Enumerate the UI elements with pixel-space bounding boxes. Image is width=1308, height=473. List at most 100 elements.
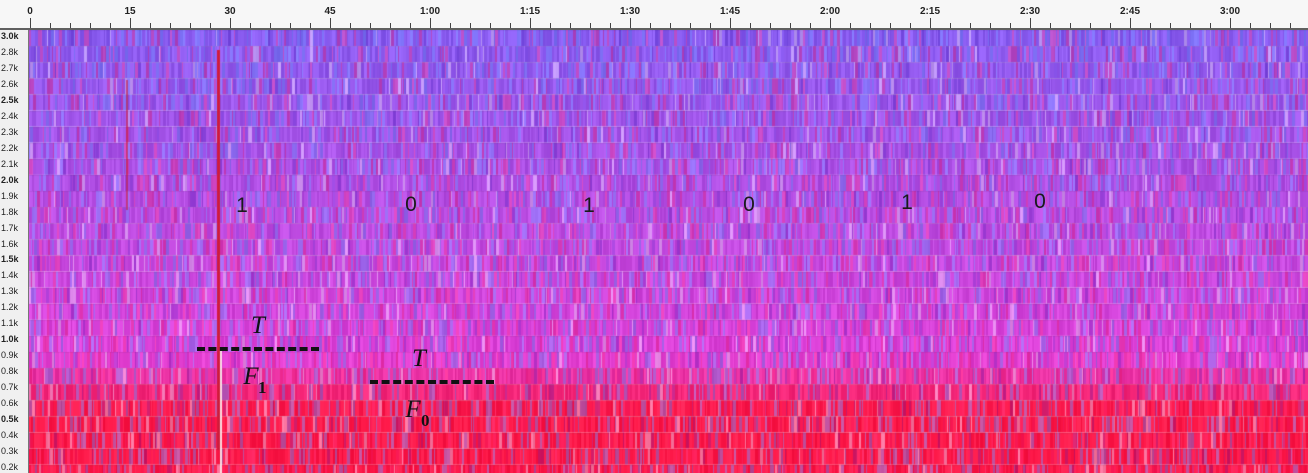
time-tick: [190, 23, 191, 28]
time-tick: [930, 18, 931, 28]
frequency-tick-label: 2.8k: [1, 46, 19, 57]
time-tick: [170, 23, 171, 28]
time-tick: [950, 23, 951, 28]
time-tick: [690, 23, 691, 28]
bit-label: 1: [901, 191, 913, 214]
time-tick: [830, 18, 831, 28]
frequency-tick-label: 1.9k: [1, 190, 19, 201]
frequency-tick-label: 1.0k: [1, 334, 19, 345]
frequency-tick-label: 0.5k: [1, 414, 19, 425]
time-tick: [710, 23, 711, 28]
time-tick: [470, 23, 471, 28]
frequency-tick-label: 2.1k: [1, 158, 19, 169]
frequency-tick-label: 2.7k: [1, 62, 19, 73]
time-tick: [110, 23, 111, 28]
time-tick: [490, 23, 491, 28]
frequency-tick-label: 1.1k: [1, 318, 19, 329]
spectrogram-panel[interactable]: [29, 30, 1308, 473]
frequency-tick-label: 1.3k: [1, 286, 19, 297]
time-tick: [30, 18, 31, 28]
bit-label: 0: [1034, 190, 1046, 213]
time-tick-label: 15: [124, 6, 136, 17]
time-tick: [750, 23, 751, 28]
time-tick: [430, 18, 431, 28]
threshold-line-f1: [197, 347, 319, 351]
time-tick: [510, 23, 511, 28]
threshold-symbol-t0: T: [412, 345, 426, 372]
frequency-tick-label: 1.7k: [1, 222, 19, 233]
time-tick: [770, 23, 771, 28]
frequency-tick-label: 1.5k: [1, 254, 19, 265]
time-tick: [870, 23, 871, 28]
freq-symbol-f0: F: [405, 396, 421, 423]
freq-subscript-0: 0: [421, 411, 430, 430]
time-tick: [550, 23, 551, 28]
time-tick: [610, 23, 611, 28]
time-tick: [50, 23, 51, 28]
frequency-tick-label: 3.0k: [1, 31, 19, 41]
frequency-tick-label: 1.8k: [1, 206, 19, 217]
time-tick: [590, 23, 591, 28]
time-tick: [1030, 18, 1031, 28]
frequency-tick-label: 2.0k: [1, 174, 19, 185]
time-tick: [1050, 23, 1051, 28]
frequency-tick-label: 0.9k: [1, 350, 19, 361]
time-tick: [370, 23, 371, 28]
time-tick: [790, 23, 791, 28]
time-tick: [670, 23, 671, 28]
time-tick: [1010, 23, 1011, 28]
time-tick-label: 0: [27, 6, 33, 17]
frequency-tick-label: 1.4k: [1, 270, 19, 281]
frequency-tick-label: 2.2k: [1, 142, 19, 153]
time-tick: [350, 23, 351, 28]
frequency-tick-label: 0.3k: [1, 446, 19, 457]
time-tick: [970, 23, 971, 28]
time-tick: [1110, 23, 1111, 28]
time-tick: [410, 23, 411, 28]
time-tick: [1250, 23, 1251, 28]
frequency-tick-label: 0.6k: [1, 398, 19, 409]
time-tick-label: 2:00: [819, 6, 841, 17]
time-tick: [1150, 23, 1151, 28]
frequency-tick-label: 2.5k: [1, 94, 19, 105]
time-tick: [270, 23, 271, 28]
spectrogram-canvas[interactable]: [29, 30, 1308, 473]
frequency-tick-label: 2.6k: [1, 78, 19, 89]
time-ruler[interactable]: 0 15 30 45 1:00 1:15 1:30 1:45 2:00 2:15 2:30 2:45 3…: [0, 0, 1308, 30]
time-tick: [650, 23, 651, 28]
time-tick: [70, 23, 71, 28]
time-tick-label: 3:00: [1219, 6, 1241, 17]
time-tick: [1090, 23, 1091, 28]
frequency-tick-label: 0.4k: [1, 430, 19, 441]
time-tick: [130, 18, 131, 28]
frequency-tick-label: 1.2k: [1, 302, 19, 313]
time-tick: [1190, 23, 1191, 28]
time-tick: [730, 18, 731, 28]
time-tick: [330, 18, 331, 28]
time-tick-label: 1:00: [419, 6, 441, 17]
time-tick-label: 2:30: [1019, 6, 1041, 17]
frequency-tick-label: 0.2k: [1, 462, 19, 472]
threshold-symbol-t1: T: [251, 312, 265, 339]
time-tick: [890, 23, 891, 28]
time-tick-label: 30: [224, 6, 236, 17]
bit-label: 0: [405, 193, 417, 216]
time-tick-label: 1:30: [619, 6, 641, 17]
time-tick: [150, 23, 151, 28]
time-tick: [1230, 18, 1231, 28]
time-tick: [290, 23, 291, 28]
time-tick: [1070, 23, 1071, 28]
time-tick: [210, 23, 211, 28]
freq-symbol-f1: F: [243, 363, 259, 390]
time-tick: [90, 23, 91, 28]
frequency-tick-label: 1.6k: [1, 238, 19, 249]
time-tick: [250, 23, 251, 28]
time-tick: [1210, 23, 1211, 28]
time-tick: [1130, 18, 1131, 28]
freq-subscript-1: 1: [258, 378, 267, 397]
time-tick-label: 2:45: [1119, 6, 1141, 17]
time-tick-label: 1:15: [519, 6, 541, 17]
time-tick: [310, 23, 311, 28]
time-tick-label: 45: [324, 6, 336, 17]
time-tick: [1270, 23, 1271, 28]
